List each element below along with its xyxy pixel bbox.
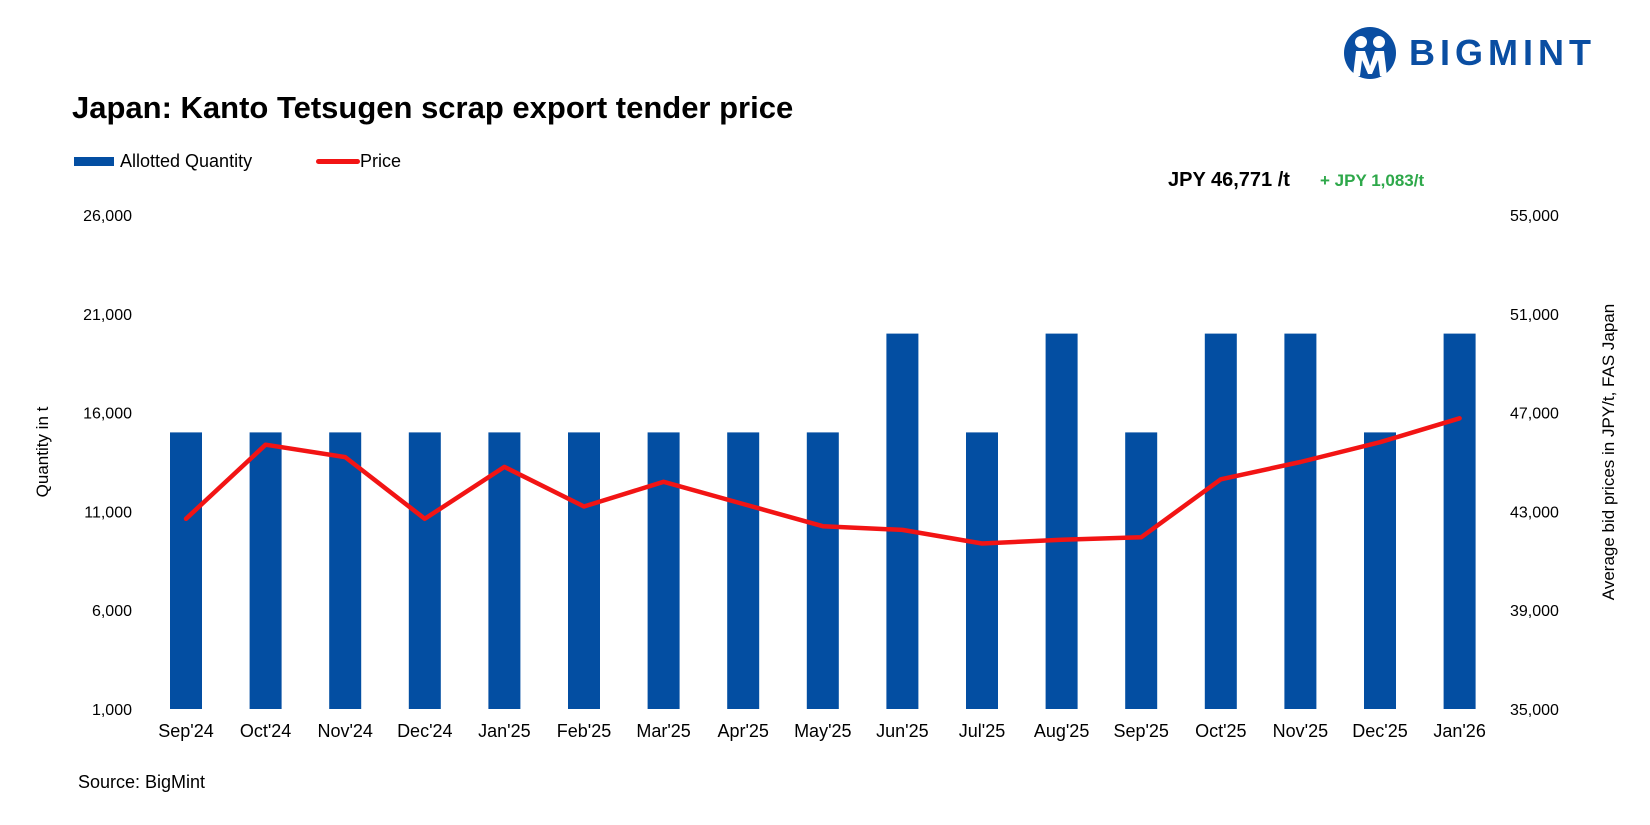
bar-Jul'25: [966, 432, 998, 709]
bar-Dec'25: [1364, 432, 1396, 709]
bar-Sep'25: [1125, 432, 1158, 709]
x-tick-label: Mar'25: [636, 721, 690, 741]
price-line: [183, 416, 1462, 546]
x-tick-label: Dec'24: [397, 721, 452, 741]
logo-wordmark: BIGMINT: [1409, 32, 1596, 73]
bar-Sep'24: [170, 432, 202, 709]
x-tick-label: Jan'25: [478, 721, 530, 741]
y-axis-title-left: Quantity in t: [33, 406, 52, 497]
y-tick-label-left: 1,000: [92, 702, 132, 719]
y-tick-label-left: 16,000: [83, 406, 132, 423]
x-tick-label: Apr'25: [717, 721, 768, 741]
legend-label-allotted-quantity: Allotted Quantity: [120, 151, 253, 171]
bar-Jun'25: [886, 333, 919, 709]
x-tick-label: Feb'25: [557, 721, 611, 741]
y-tick-label-left: 6,000: [92, 603, 132, 620]
x-tick-label: Nov'24: [317, 721, 372, 741]
bar-Apr'25: [727, 432, 760, 709]
bigmint-logo: BIGMINT: [1343, 26, 1623, 80]
bar-May'25: [806, 432, 839, 709]
bar-Nov'24: [329, 432, 362, 709]
x-tick-label: Jul'25: [959, 721, 1005, 741]
bar-Mar'25: [647, 432, 680, 709]
legend-label-price: Price: [360, 151, 402, 171]
legend-item-allotted-quantity: Allotted Quantity: [74, 151, 252, 172]
x-tick-label: Dec'25: [1352, 721, 1407, 741]
latest-price-value: JPY 46,771 /t: [1168, 169, 1290, 191]
legend-item-price: Price: [316, 151, 401, 172]
x-tick-label: Sep'24: [158, 721, 214, 741]
y-tick-label-right: 51,000: [1510, 307, 1559, 324]
bar-Oct'24: [249, 432, 282, 709]
legend-line-swatch: [316, 158, 360, 164]
bigmint-logo-icon: [1344, 27, 1396, 79]
y-tick-label-right: 39,000: [1510, 603, 1559, 620]
bar-Dec'24: [408, 432, 441, 709]
bar-Jan'26: [1443, 333, 1476, 709]
x-tick-label: Aug'25: [1034, 721, 1090, 741]
bar-Oct'25: [1204, 333, 1237, 709]
y-tick-label-right: 47,000: [1510, 406, 1559, 423]
chart-title: Japan: Kanto Tetsugen scrap export tende…: [72, 90, 794, 125]
x-tick-label: Jan'26: [1433, 721, 1485, 741]
y-tick-label-left: 11,000: [84, 504, 132, 521]
x-tick-label: Oct'24: [240, 721, 291, 741]
y-tick-label-right: 55,000: [1510, 208, 1559, 225]
x-tick-label: Sep'25: [1113, 721, 1169, 741]
y-tick-label-left: 26,000: [83, 208, 132, 225]
bar-Nov'25: [1284, 333, 1317, 709]
x-tick-label: Nov'25: [1273, 721, 1328, 741]
x-tick-label: Oct'25: [1195, 721, 1246, 741]
x-tick-label: May'25: [794, 721, 851, 741]
bar-Jan'25: [488, 432, 521, 709]
x-tick-label: Jun'25: [876, 721, 928, 741]
bar-Aug'25: [1045, 333, 1078, 709]
latest-price-change: + JPY 1,083/t: [1320, 171, 1425, 190]
y-axis-title-right: Average bid prices in JPY/t, FAS Japan: [1599, 304, 1618, 600]
y-tick-label-right: 43,000: [1510, 504, 1559, 521]
y-tick-label-left: 21,000: [83, 307, 132, 324]
source-note: Source: BigMint: [78, 772, 206, 792]
bar-Feb'25: [568, 432, 600, 709]
y-tick-label-right: 35,000: [1510, 702, 1559, 719]
legend-bar-swatch: [74, 156, 114, 166]
